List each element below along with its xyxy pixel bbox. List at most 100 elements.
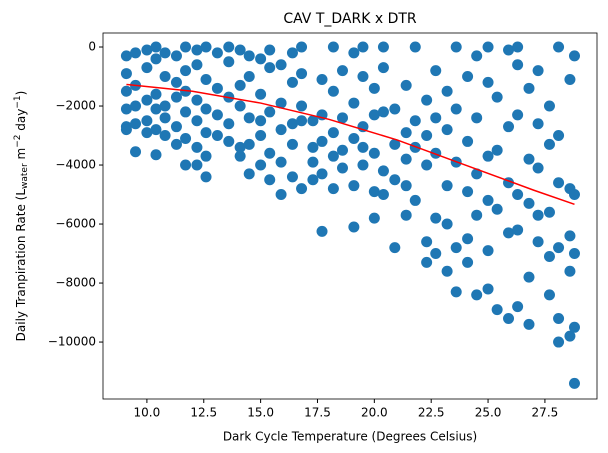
scatter-point — [223, 56, 235, 68]
scatter-point — [400, 79, 412, 91]
scatter-point — [234, 44, 246, 56]
scatter-point — [296, 41, 308, 53]
scatter-point — [234, 79, 246, 91]
scatter-point — [336, 112, 348, 124]
scatter-point — [564, 230, 576, 242]
scatter-point — [553, 177, 565, 189]
scatter-point — [141, 44, 153, 56]
scatter-point — [150, 149, 162, 161]
scatter-point — [512, 109, 524, 121]
scatter-point — [348, 221, 360, 233]
scatter-point — [409, 115, 421, 127]
scatter-point — [223, 135, 235, 147]
scatter-point — [336, 144, 348, 156]
scatter-point — [180, 159, 192, 171]
scatter-point — [543, 289, 555, 301]
scatter-point — [120, 50, 132, 62]
scatter-point — [512, 301, 524, 313]
scatter-point — [368, 186, 380, 198]
scatter-point — [327, 127, 339, 139]
scatter-point — [462, 135, 474, 147]
scatter-point — [130, 47, 142, 59]
scatter-point — [482, 76, 494, 88]
x-tick-label: 17.5 — [304, 406, 331, 420]
scatter-point — [255, 88, 267, 100]
scatter-point — [316, 135, 328, 147]
scatter-point — [523, 318, 535, 330]
scatter-point — [141, 62, 153, 74]
scatter-point — [191, 59, 203, 71]
scatter-point — [568, 189, 580, 201]
scatter-point — [430, 147, 442, 159]
scatter-point — [377, 189, 389, 201]
scatter-point — [286, 138, 298, 150]
scatter-point — [421, 256, 433, 268]
scatter-point — [141, 127, 153, 139]
scatter-point — [471, 168, 483, 180]
scatter-point — [377, 165, 389, 177]
scatter-point — [191, 44, 203, 56]
scatter-point — [264, 106, 276, 118]
x-tick-label: 22.5 — [418, 406, 445, 420]
scatter-point — [243, 138, 255, 150]
scatter-point — [450, 103, 462, 115]
scatter-point — [307, 174, 319, 186]
scatter-point — [327, 150, 339, 162]
scatter-point — [532, 236, 544, 248]
scatter-point — [421, 94, 433, 106]
scatter-point — [523, 197, 535, 209]
scatter-point — [462, 186, 474, 198]
scatter-point — [564, 330, 576, 342]
scatter-point — [389, 242, 401, 254]
scatter-point — [553, 336, 565, 348]
scatter-point — [471, 112, 483, 124]
scatter-point — [296, 183, 308, 195]
scatter-point — [327, 41, 339, 53]
scatter-point — [441, 218, 453, 230]
scatter-point — [471, 289, 483, 301]
y-tick-label: −2000 — [55, 99, 96, 113]
scatter-point — [421, 159, 433, 171]
scatter-point — [316, 225, 328, 237]
scatter-point — [348, 97, 360, 109]
scatter-point — [307, 156, 319, 168]
scatter-point — [286, 76, 298, 88]
scatter-point — [543, 206, 555, 218]
scatter-point — [532, 118, 544, 130]
scatter-point — [243, 71, 255, 83]
scatter-point — [421, 130, 433, 142]
scatter-point — [523, 82, 535, 94]
scatter-point — [503, 312, 515, 324]
scatter-point — [368, 212, 380, 224]
scatter-point — [503, 227, 515, 239]
y-label-part: Daily Tranpiration Rate (L — [14, 189, 28, 342]
scatter-point — [441, 265, 453, 277]
scatter-point — [503, 121, 515, 133]
x-tick-label: 20.0 — [361, 406, 388, 420]
scatter-point — [482, 41, 494, 53]
scatter-point — [532, 209, 544, 221]
scatter-point — [130, 146, 142, 158]
scatter-point — [471, 209, 483, 221]
scatter-point — [200, 171, 212, 183]
scatter-point — [264, 147, 276, 159]
scatter-point — [543, 100, 555, 112]
scatter-point — [409, 194, 421, 206]
scatter-point — [275, 156, 287, 168]
scatter-point — [512, 224, 524, 236]
scatter-point — [316, 168, 328, 180]
scatter-point — [234, 100, 246, 112]
scatter-point — [553, 312, 565, 324]
scatter-point — [223, 118, 235, 130]
scatter-point — [462, 233, 474, 245]
scatter-point — [150, 124, 162, 136]
scatter-point — [191, 115, 203, 127]
scatter-point — [512, 41, 524, 53]
scatter-point — [200, 150, 212, 162]
scatter-point — [482, 283, 494, 295]
scatter-point — [150, 103, 162, 115]
scatter-point — [264, 62, 276, 74]
scatter-point — [462, 71, 474, 83]
